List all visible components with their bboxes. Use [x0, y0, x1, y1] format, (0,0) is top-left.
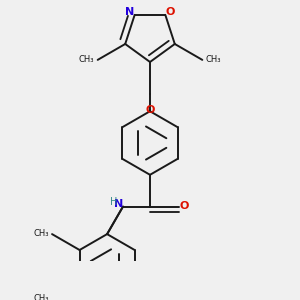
Text: H: H: [110, 196, 118, 207]
Text: CH₃: CH₃: [79, 56, 94, 64]
Text: CH₃: CH₃: [34, 229, 49, 238]
Text: CH₃: CH₃: [34, 294, 49, 300]
Text: N: N: [125, 7, 134, 16]
Text: O: O: [180, 201, 189, 211]
Text: N: N: [114, 200, 124, 209]
Text: O: O: [166, 7, 175, 16]
Text: O: O: [145, 105, 155, 115]
Text: CH₃: CH₃: [206, 56, 221, 64]
